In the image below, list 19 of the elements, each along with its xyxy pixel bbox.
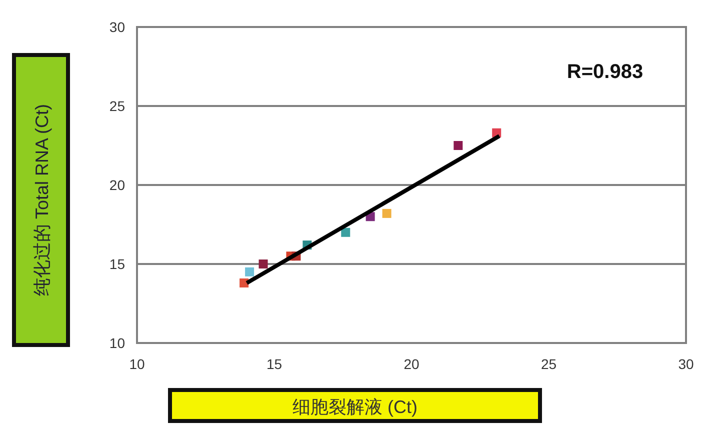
point (454, 141, 463, 150)
point (382, 208, 392, 218)
point (245, 267, 254, 276)
x-tick-label: 15 (266, 356, 282, 372)
point (258, 260, 268, 268)
y-tick-label: 30 (109, 19, 126, 35)
y-axis-title: 纯化过的 Total RNA (Ct) (32, 104, 52, 296)
x-tick-label: 30 (678, 356, 694, 372)
x-tick-label: 20 (404, 356, 420, 372)
y-tick-label: 15 (109, 256, 126, 272)
point (341, 228, 350, 237)
annotation: R=0.983 (566, 61, 644, 83)
y-tick-label: 25 (109, 98, 126, 114)
x-tick-label: 25 (540, 356, 557, 372)
x-axis-title: 细胞裂解液 (Ct) (292, 397, 418, 417)
y-tick-label: 20 (109, 177, 126, 193)
point (240, 278, 249, 288)
y-tick-label: 10 (109, 335, 126, 351)
x-tick-label: 10 (129, 356, 145, 372)
